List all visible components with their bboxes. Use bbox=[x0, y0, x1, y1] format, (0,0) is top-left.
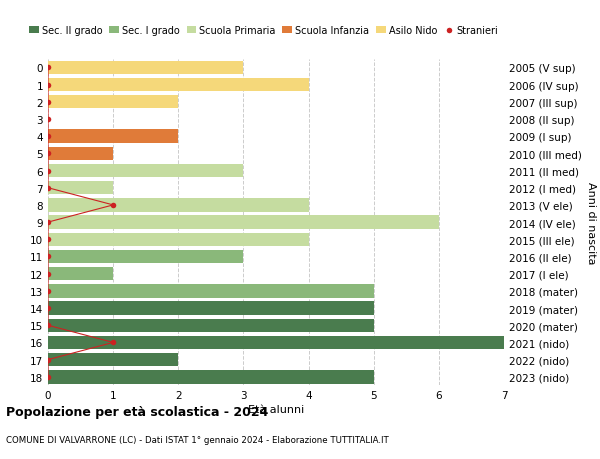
Bar bbox=[48, 216, 439, 230]
Bar bbox=[48, 319, 374, 332]
Point bbox=[109, 339, 118, 347]
Point bbox=[109, 202, 118, 209]
Point bbox=[43, 99, 53, 106]
Bar bbox=[48, 78, 308, 92]
Bar bbox=[48, 199, 308, 212]
Point bbox=[43, 185, 53, 192]
Point bbox=[43, 65, 53, 72]
Bar bbox=[48, 147, 113, 161]
Point bbox=[43, 287, 53, 295]
Point bbox=[43, 133, 53, 140]
Bar bbox=[48, 302, 374, 315]
Point bbox=[43, 82, 53, 89]
Bar bbox=[48, 96, 178, 109]
Bar bbox=[48, 353, 178, 367]
Point bbox=[43, 270, 53, 278]
Text: COMUNE DI VALVARRONE (LC) - Dati ISTAT 1° gennaio 2024 - Elaborazione TUTTITALIA: COMUNE DI VALVARRONE (LC) - Dati ISTAT 1… bbox=[6, 435, 389, 443]
Bar bbox=[48, 250, 244, 263]
Bar bbox=[48, 62, 244, 75]
Bar bbox=[48, 164, 244, 178]
Bar bbox=[48, 233, 308, 246]
Bar bbox=[48, 370, 374, 384]
Legend: Sec. II grado, Sec. I grado, Scuola Primaria, Scuola Infanzia, Asilo Nido, Stran: Sec. II grado, Sec. I grado, Scuola Prim… bbox=[26, 22, 502, 40]
Point bbox=[43, 373, 53, 381]
Point bbox=[43, 305, 53, 312]
Point bbox=[43, 356, 53, 364]
Bar bbox=[48, 336, 504, 349]
Bar bbox=[48, 130, 178, 144]
Point bbox=[43, 236, 53, 243]
X-axis label: Età alunni: Età alunni bbox=[248, 404, 304, 414]
Text: Popolazione per età scolastica - 2024: Popolazione per età scolastica - 2024 bbox=[6, 405, 268, 419]
Point bbox=[43, 322, 53, 329]
Bar bbox=[48, 182, 113, 195]
Bar bbox=[48, 285, 374, 298]
Y-axis label: Anni di nascita: Anni di nascita bbox=[586, 181, 596, 264]
Point bbox=[43, 151, 53, 158]
Point bbox=[43, 116, 53, 123]
Point bbox=[43, 253, 53, 261]
Bar bbox=[48, 268, 113, 281]
Point bbox=[43, 168, 53, 175]
Point bbox=[43, 219, 53, 226]
